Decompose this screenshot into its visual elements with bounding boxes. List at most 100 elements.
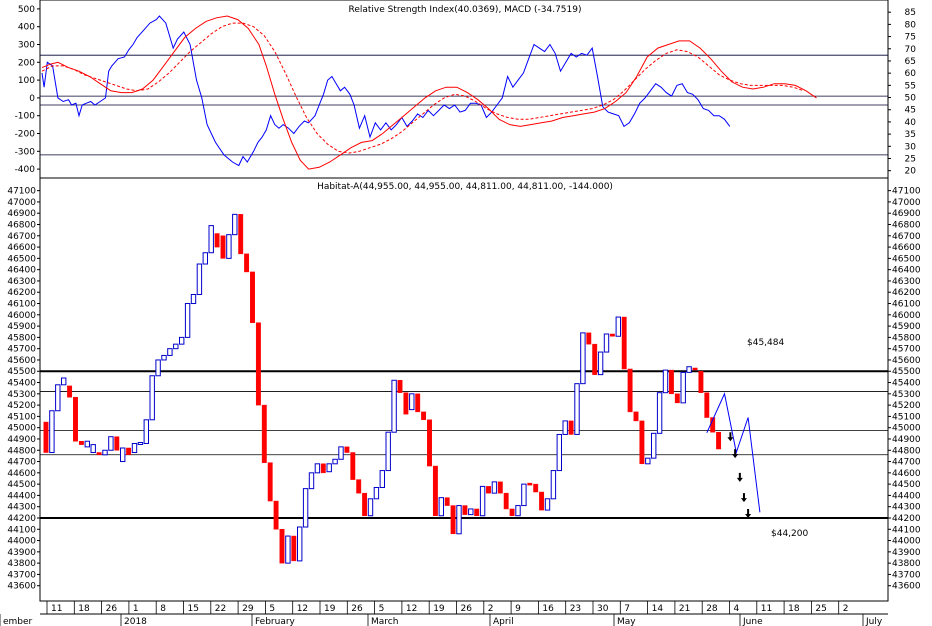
price-candle-up	[84, 440, 90, 448]
indicator-right-tick-label: 80	[905, 20, 917, 30]
price-candle-up	[184, 303, 191, 338]
price-right-tick-label: 44300	[892, 503, 921, 513]
price-candle-up	[379, 470, 386, 489]
price-candle-down	[539, 491, 545, 511]
price-candle-down	[114, 436, 120, 451]
x-day-label: 25	[815, 604, 826, 614]
price-candle-up	[173, 343, 179, 350]
price-candle-up	[597, 351, 604, 376]
price-left-tick-label: 46500	[7, 254, 36, 264]
x-month-label: March	[371, 617, 398, 626]
price-horizontal-lines	[40, 370, 888, 519]
price-title: Habitat-A(44,955.00, 44,955.00, 44,811.0…	[317, 182, 613, 192]
indicator-series-line-2	[41, 22, 804, 154]
price-candle-down	[126, 447, 132, 456]
price-candle-down	[214, 233, 220, 248]
indicator-left-tick-label: 200	[18, 58, 35, 68]
price-candle-up	[645, 457, 651, 465]
price-candle-up	[438, 497, 445, 517]
price-left-tick-label: 44700	[7, 458, 36, 468]
price-left-tick-label: 45900	[7, 322, 36, 332]
x-day-label: 26	[351, 604, 363, 614]
x-month-label: July	[865, 617, 883, 626]
price-right-tick-label: 45900	[892, 322, 921, 332]
price-candle-down	[533, 483, 539, 493]
price-candle-up	[580, 332, 586, 385]
price-right-tick-label: 46100	[892, 300, 921, 310]
price-candle-up	[308, 472, 315, 490]
price-candle-down	[220, 235, 226, 259]
indicator-right-tick-label: 60	[905, 69, 917, 79]
price-candle-down	[698, 370, 704, 393]
indicator-left-tick-label: -100	[15, 112, 36, 122]
x-day-label: 14	[652, 604, 664, 614]
price-left-tick-label: 44400	[7, 491, 36, 501]
price-left-tick-label: 45100	[7, 412, 36, 422]
indicator-right-ticks: 85 80 75 70 65 60 55 50 45 40 35 30 25 20	[888, 8, 917, 177]
indicator-right-tick-label: 40	[905, 118, 917, 128]
price-right-tick-label: 44100	[892, 525, 921, 535]
price-left-tick-label: 47000	[7, 198, 36, 208]
price-candle-up	[544, 498, 551, 511]
price-right-tick-label: 44800	[892, 446, 921, 456]
price-down-arrow	[736, 472, 743, 482]
indicator-left-tick-label: -400	[15, 165, 36, 175]
price-right-tick-label: 45100	[892, 412, 921, 422]
x-day-label: 9	[515, 604, 521, 614]
price-panel: Habitat-A(44,955.00, 44,955.00, 44,811.0…	[7, 177, 921, 602]
price-candle-down	[362, 492, 368, 516]
price-right-tick-label: 46800	[892, 221, 921, 231]
price-candle-up	[131, 442, 138, 454]
indicator-right-tick-label: 45	[905, 106, 916, 116]
price-left-tick-label: 45700	[7, 345, 36, 355]
indicator-title: Relative Strength Index(40.0369), MACD (…	[348, 5, 581, 15]
price-left-tick-label: 44300	[7, 503, 36, 513]
price-candles	[43, 213, 722, 564]
price-candle-down	[291, 535, 297, 562]
price-candle-down	[421, 411, 427, 421]
price-candle-up	[562, 420, 568, 435]
indicator-left-tick-label: -200	[15, 130, 36, 140]
price-left-tick-label: 46300	[7, 277, 36, 287]
price-candle-down	[527, 482, 533, 486]
price-candle-down	[568, 420, 574, 435]
price-candle-up	[208, 225, 214, 254]
indicator-right-tick-label: 25	[905, 154, 916, 164]
price-candle-up	[468, 508, 474, 516]
price-left-tick-label: 44600	[7, 469, 36, 479]
price-right-tick-label: 46500	[892, 254, 921, 264]
price-right-tick-label: 44400	[892, 491, 921, 501]
x-day-label: 26	[106, 604, 118, 614]
price-right-tick-label: 44500	[892, 480, 921, 490]
price-candle-down	[273, 500, 279, 530]
price-right-tick-label: 44600	[892, 469, 921, 479]
price-right-tick-label: 46700	[892, 232, 921, 242]
price-candle-down	[639, 420, 645, 465]
price-candle-up	[202, 252, 209, 265]
price-annotation-label: $44,200	[771, 529, 808, 539]
price-candle-up	[550, 470, 557, 500]
price-right-tick-label: 46300	[892, 277, 921, 287]
x-day-label: 7	[624, 604, 630, 614]
x-month-label: April	[493, 617, 514, 626]
x-day-label: 2	[843, 604, 849, 614]
price-candle-up	[391, 379, 397, 433]
price-candle-up	[226, 234, 232, 259]
price-right-tick-label: 43600	[892, 582, 921, 592]
price-candle-down	[621, 316, 627, 370]
x-day-label: 5	[269, 604, 275, 614]
price-left-tick-label: 46100	[7, 300, 36, 310]
price-right-tick-label: 43800	[892, 559, 921, 569]
x-day-label: 30	[597, 604, 609, 614]
price-candle-up	[603, 333, 610, 353]
price-candle-up	[556, 433, 562, 472]
price-candle-up	[190, 293, 197, 305]
price-candle-up	[49, 410, 55, 454]
price-candle-down	[450, 505, 456, 535]
price-left-tick-label: 44200	[7, 514, 36, 524]
x-axis-month-labels: ember 2018 February March April May June July	[0, 614, 883, 626]
indicator-right-tick-label: 35	[905, 130, 916, 140]
price-candle-down	[444, 497, 450, 506]
price-right-tick-label: 46600	[892, 243, 921, 253]
